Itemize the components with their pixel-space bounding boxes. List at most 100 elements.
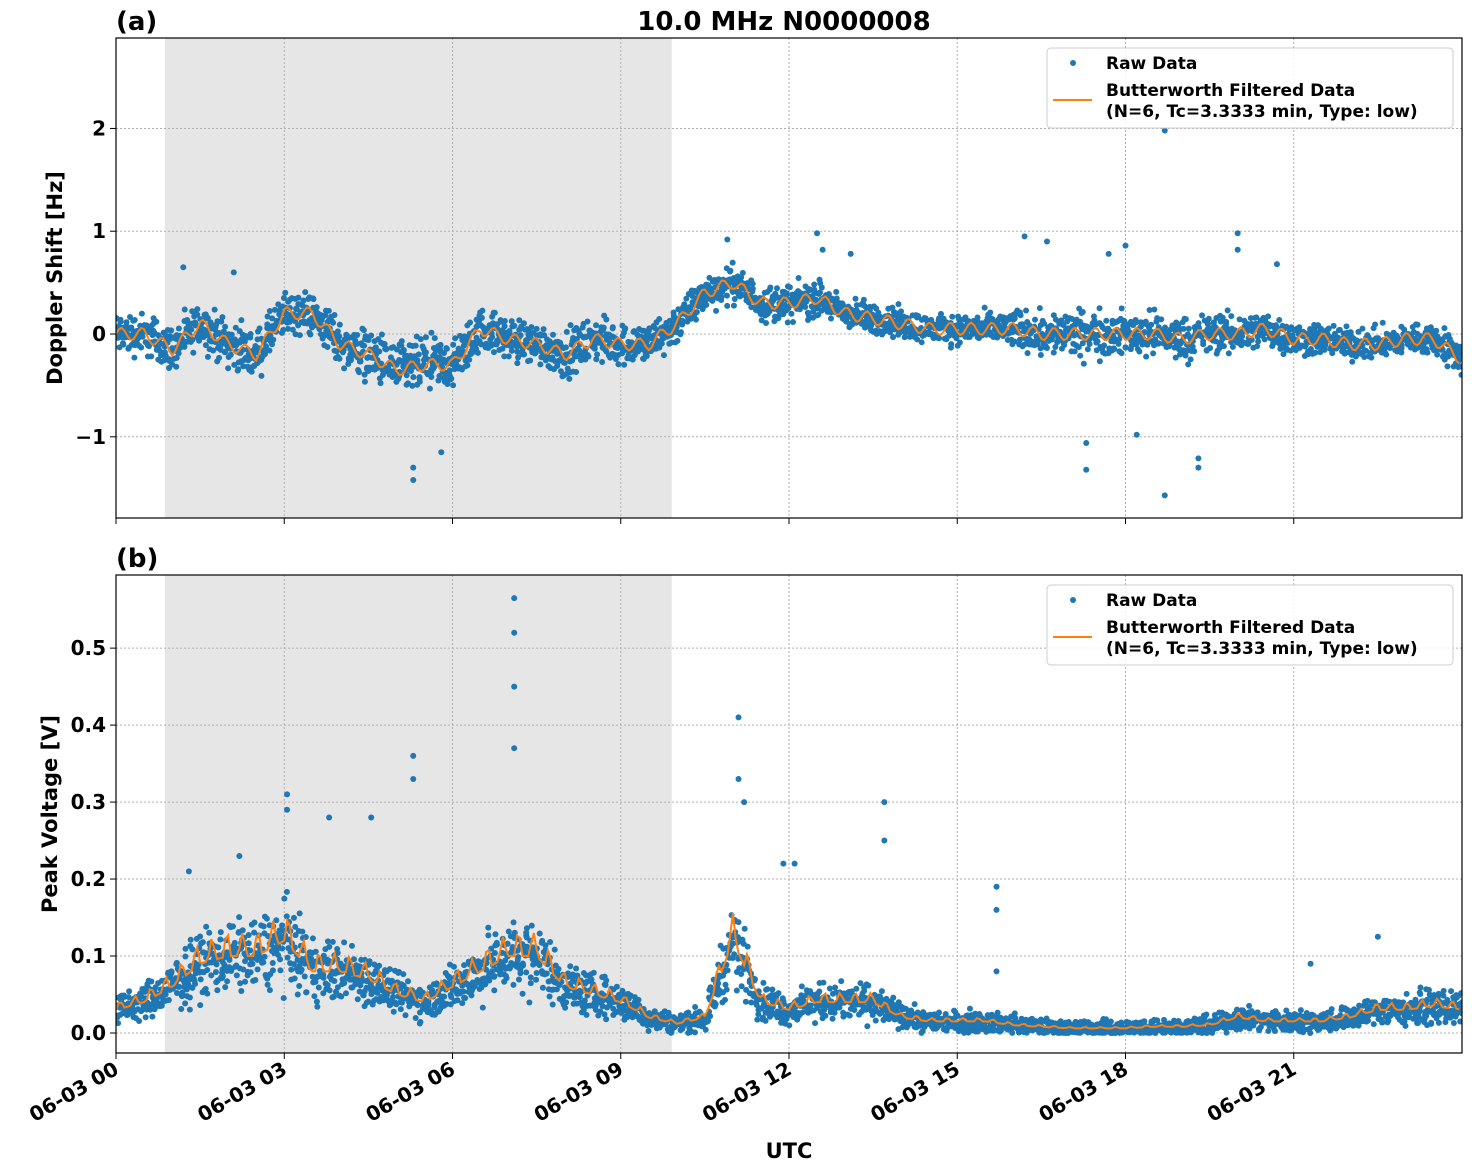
raw-data-point [928, 316, 935, 323]
raw-data-point [1161, 492, 1168, 499]
raw-data-point [263, 915, 270, 922]
raw-data-point [194, 306, 201, 313]
raw-data-point [281, 895, 288, 902]
raw-data-point [1083, 439, 1090, 446]
raw-data-point [222, 323, 229, 330]
raw-data-point [865, 982, 872, 989]
raw-data-point [450, 382, 457, 389]
raw-data-point [283, 888, 290, 895]
raw-data-point [693, 316, 700, 323]
raw-data-point [523, 929, 530, 936]
raw-data-point [807, 1002, 814, 1009]
raw-data-point [148, 978, 155, 985]
raw-data-point [1122, 344, 1129, 351]
raw-data-point [479, 1004, 486, 1011]
raw-data-point [357, 358, 364, 365]
raw-data-point [168, 970, 175, 977]
filtered-data-line [116, 279, 1460, 376]
raw-data-point [775, 990, 782, 997]
raw-data-point [724, 236, 731, 243]
raw-data-point [527, 980, 534, 987]
raw-data-point [918, 339, 925, 346]
raw-data-point [422, 334, 429, 341]
raw-data-point [901, 334, 908, 341]
raw-data-point [298, 966, 305, 973]
raw-data-point [341, 939, 348, 946]
raw-data-point [175, 350, 182, 357]
raw-data-point [679, 318, 686, 325]
raw-data-point [414, 1002, 421, 1009]
raw-data-point [846, 1012, 853, 1019]
raw-data-point [212, 969, 219, 976]
raw-data-point [363, 984, 370, 991]
raw-data-point [368, 332, 375, 339]
raw-data-point [279, 945, 286, 952]
raw-data-point [277, 956, 284, 963]
raw-data-point [840, 302, 847, 309]
raw-data-point [1236, 316, 1243, 323]
raw-data-point [216, 354, 223, 361]
raw-data-point [506, 328, 513, 335]
raw-data-point [443, 345, 450, 352]
raw-data-point [186, 1006, 193, 1013]
raw-data-point [1094, 338, 1101, 345]
raw-data-point [723, 986, 730, 993]
raw-data-point [784, 319, 791, 326]
raw-data-point [1424, 349, 1431, 356]
raw-data-point [247, 969, 254, 976]
raw-data-point [1171, 344, 1178, 351]
raw-data-point [519, 990, 526, 997]
raw-data-point [347, 969, 354, 976]
raw-data-point [1255, 338, 1262, 345]
raw-data-point [857, 980, 864, 987]
raw-data-point [724, 967, 731, 974]
raw-data-point [833, 288, 840, 295]
raw-data-point [1412, 335, 1419, 342]
raw-data-point [525, 328, 532, 335]
raw-data-point [416, 378, 423, 385]
raw-data-point [390, 993, 397, 1000]
raw-data-point [1219, 314, 1226, 321]
raw-data-point [479, 307, 486, 314]
legend-filtered-params: (N=6, Tc=3.3333 min, Type: low) [1106, 102, 1418, 122]
raw-data-point [1321, 346, 1328, 353]
raw-data-point [869, 1012, 876, 1019]
raw-data-point [549, 1001, 556, 1008]
raw-data-point [1448, 339, 1455, 346]
raw-data-point [1137, 323, 1144, 330]
raw-data-point [187, 936, 194, 943]
raw-data-point [431, 1004, 438, 1011]
y-tick-label: 0 [92, 322, 106, 346]
raw-data-point [471, 982, 478, 989]
raw-data-point [264, 981, 271, 988]
raw-data-point [1265, 313, 1272, 320]
raw-data-point [300, 297, 307, 304]
raw-data-point [179, 989, 186, 996]
raw-data-point [478, 314, 485, 321]
raw-data-point [847, 250, 854, 257]
raw-data-point [731, 295, 738, 302]
raw-data-point [966, 1005, 973, 1012]
raw-data-point [1077, 352, 1084, 359]
raw-data-point [1083, 466, 1090, 473]
raw-data-point [592, 1002, 599, 1009]
raw-data-point [1152, 336, 1159, 343]
raw-data-point [540, 326, 547, 333]
raw-data-point [543, 970, 550, 977]
raw-data-point [996, 322, 1003, 329]
raw-data-point [197, 933, 204, 940]
raw-data-point [514, 348, 521, 355]
raw-data-point [786, 284, 793, 291]
raw-data-point [251, 929, 258, 936]
raw-data-point [1224, 307, 1231, 314]
raw-data-point [1041, 320, 1048, 327]
raw-data-point [383, 345, 390, 352]
raw-data-point [776, 1009, 783, 1016]
raw-data-point [1122, 242, 1129, 249]
raw-data-point [326, 943, 333, 950]
raw-data-point [574, 972, 581, 979]
raw-data-point [1037, 351, 1044, 358]
raw-data-point [585, 353, 592, 360]
raw-data-point [501, 353, 508, 360]
